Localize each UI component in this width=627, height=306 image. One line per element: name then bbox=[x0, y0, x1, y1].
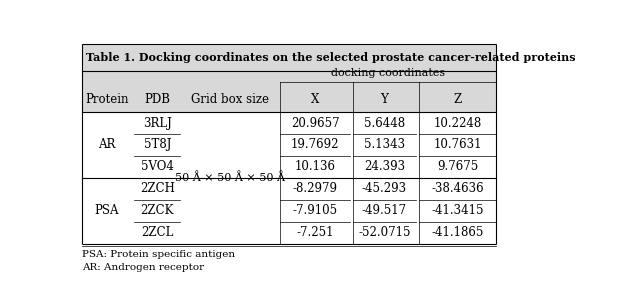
Text: Y: Y bbox=[381, 93, 389, 106]
Text: Table 1. Docking coordinates on the selected prostate cancer-related proteins: Table 1. Docking coordinates on the sele… bbox=[86, 52, 576, 63]
Bar bbox=[82, 44, 497, 71]
Text: -8.2979: -8.2979 bbox=[293, 182, 338, 195]
Text: 19.7692: 19.7692 bbox=[291, 139, 339, 151]
Text: 2ZCK: 2ZCK bbox=[140, 204, 174, 217]
Text: -7.9105: -7.9105 bbox=[293, 204, 338, 217]
Text: 5VO4: 5VO4 bbox=[141, 160, 174, 174]
Bar bbox=[82, 112, 497, 244]
Text: 10.7631: 10.7631 bbox=[433, 139, 482, 151]
Text: 2ZCH: 2ZCH bbox=[140, 182, 175, 195]
Text: 50 Å × 50 Å × 50 Å: 50 Å × 50 Å × 50 Å bbox=[175, 173, 285, 183]
Text: -52.0715: -52.0715 bbox=[358, 226, 411, 239]
Text: -7.251: -7.251 bbox=[297, 226, 334, 239]
Text: 3RLJ: 3RLJ bbox=[143, 117, 172, 129]
Text: 10.136: 10.136 bbox=[295, 160, 336, 174]
Text: PSA: Protein specific antigen: PSA: Protein specific antigen bbox=[82, 250, 235, 259]
Text: 2ZCL: 2ZCL bbox=[141, 226, 174, 239]
Text: docking coordinates: docking coordinates bbox=[331, 68, 445, 78]
Text: 5T8J: 5T8J bbox=[144, 139, 171, 151]
Text: -41.3415: -41.3415 bbox=[431, 204, 483, 217]
Text: 9.7675: 9.7675 bbox=[437, 160, 478, 174]
Text: 20.9657: 20.9657 bbox=[291, 117, 340, 129]
Text: 10.2248: 10.2248 bbox=[433, 117, 482, 129]
Text: -38.4636: -38.4636 bbox=[431, 182, 483, 195]
Text: 5.1343: 5.1343 bbox=[364, 139, 405, 151]
Bar bbox=[82, 71, 497, 112]
Text: PDB: PDB bbox=[144, 93, 171, 106]
Text: 24.393: 24.393 bbox=[364, 160, 405, 174]
Text: X: X bbox=[311, 93, 319, 106]
Text: -41.1865: -41.1865 bbox=[431, 226, 483, 239]
Text: Z: Z bbox=[453, 93, 461, 106]
Text: -49.517: -49.517 bbox=[362, 204, 407, 217]
Text: -45.293: -45.293 bbox=[362, 182, 407, 195]
Text: AR: Androgen receptor: AR: Androgen receptor bbox=[82, 263, 204, 272]
Text: PSA: PSA bbox=[95, 204, 119, 217]
Text: Protein: Protein bbox=[85, 93, 129, 106]
Text: 5.6448: 5.6448 bbox=[364, 117, 405, 129]
Text: Grid box size: Grid box size bbox=[191, 93, 269, 106]
Text: AR: AR bbox=[98, 139, 116, 151]
